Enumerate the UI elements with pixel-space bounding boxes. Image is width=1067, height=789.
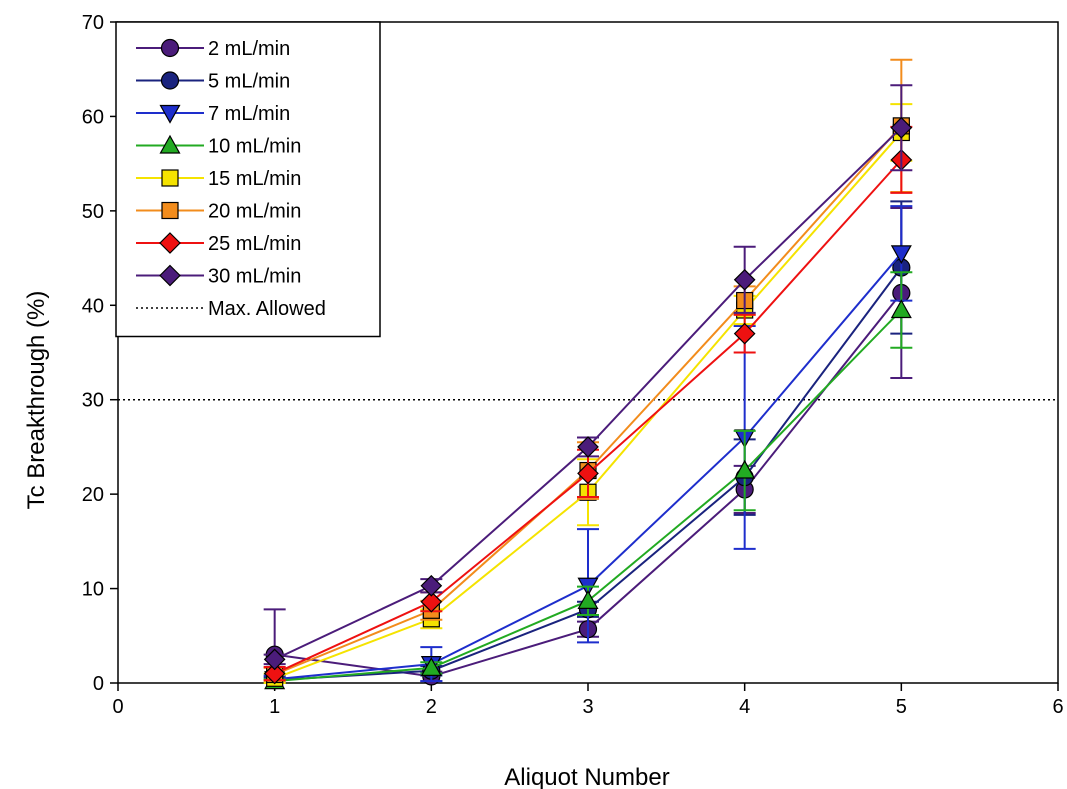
legend-label: 30 mL/min [208, 266, 301, 288]
y-tick-label: 50 [82, 201, 104, 223]
y-tick-label: 30 [82, 390, 104, 412]
data-point [263, 662, 286, 685]
data-point [577, 462, 599, 485]
legend: 2 mL/min 5 mL/min 7 mL/min 10 mL/min 15 mL/m… [115, 21, 381, 338]
data-point [890, 299, 912, 319]
legend-marker [159, 104, 181, 124]
legend-label: 20 mL/min [208, 201, 301, 223]
legend-label: Max. Allowed [208, 298, 326, 320]
y-tick-label: 70 [82, 12, 104, 34]
legend-item: 25 mL/min [136, 232, 301, 255]
legend-marker [161, 169, 179, 187]
x-tick-label: 1 [269, 696, 280, 718]
legend-marker [160, 71, 180, 90]
data-point [420, 574, 443, 597]
data-point [890, 245, 912, 265]
legend-label: 5 mL/min [208, 71, 290, 93]
data-point [420, 590, 443, 613]
legend-label: 10 mL/min [208, 136, 301, 158]
legend-label: 25 mL/min [208, 233, 301, 255]
series-layer [263, 58, 913, 690]
data-point [890, 116, 913, 139]
data-point [420, 657, 442, 676]
series-4 [263, 271, 913, 690]
x-tick-label: 5 [896, 696, 907, 718]
legend-box [115, 21, 381, 338]
y-axis-title: Tc Breakthrough (%) [23, 291, 50, 510]
x-tick-label: 3 [582, 696, 593, 718]
legend-item: 7 mL/min [136, 103, 290, 125]
legend-marker [159, 134, 181, 154]
y-tick-label: 60 [82, 106, 104, 128]
legend-item: 5 mL/min [136, 71, 290, 93]
y-tick-label: 40 [82, 295, 104, 317]
data-point [734, 459, 756, 479]
data-point [577, 590, 599, 609]
legend-marker [160, 38, 180, 58]
legend-item: 10 mL/min [136, 134, 301, 158]
legend-label: 15 mL/min [208, 168, 301, 190]
y-tick-label: 0 [93, 673, 104, 695]
legend-marker [159, 232, 181, 254]
x-tick-label: 6 [1052, 696, 1063, 718]
legend-item: 15 mL/min [136, 168, 301, 190]
data-point [263, 648, 286, 671]
x-tick-label: 2 [426, 696, 437, 718]
y-tick-label: 10 [82, 579, 104, 601]
legend-item: 20 mL/min [136, 201, 301, 223]
legend-item-max-allowed: Max. Allowed [136, 298, 326, 320]
x-tick-label: 4 [739, 696, 750, 718]
data-point [733, 268, 756, 291]
data-point [733, 322, 756, 345]
x-axis-title: Aliquot Number [504, 764, 669, 789]
legend-label: 2 mL/min [208, 38, 290, 60]
series-8 [263, 84, 913, 671]
legend-label: 7 mL/min [208, 103, 290, 125]
data-point [577, 436, 599, 458]
x-tick-label: 0 [112, 696, 123, 718]
legend-item: 30 mL/min [136, 264, 301, 288]
y-tick-label: 20 [82, 484, 104, 506]
legend-marker [161, 201, 179, 220]
legend-item: 2 mL/min [136, 38, 290, 60]
legend-marker [159, 264, 181, 287]
